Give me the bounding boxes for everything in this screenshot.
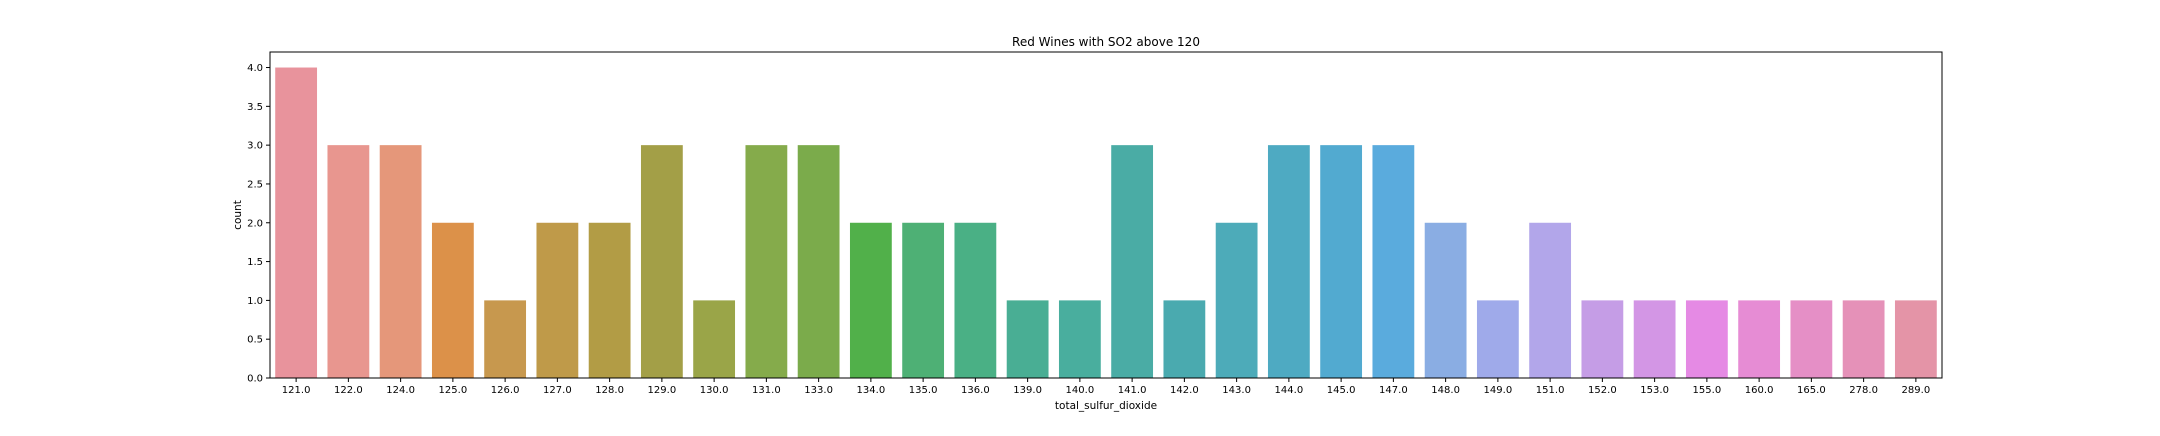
y-tick-label: 1.5 — [247, 257, 263, 268]
x-tick-label: 148.0 — [1431, 385, 1460, 396]
bar-128.0 — [588, 222, 631, 378]
bar-165.0 — [1790, 300, 1833, 378]
y-tick-label: 2.5 — [247, 179, 263, 190]
y-axis-label: count — [232, 200, 244, 230]
bar-129.0 — [640, 145, 683, 378]
x-tick-label: 135.0 — [909, 385, 938, 396]
bar-155.0 — [1685, 300, 1728, 378]
bar-147.0 — [1372, 145, 1415, 378]
y-axis-ticks: 0.0 0.5 1.0 1.5 2.0 2.5 3.0 3.5 4.0 — [247, 63, 270, 385]
bar-127.0 — [536, 222, 579, 378]
x-tick-label: 127.0 — [543, 385, 572, 396]
x-tick-label: 121.0 — [282, 385, 311, 396]
bar-145.0 — [1320, 145, 1363, 378]
bar-160.0 — [1738, 300, 1781, 378]
bar-139.0 — [1006, 300, 1049, 378]
x-tick-label: 140.0 — [1066, 385, 1095, 396]
y-tick-label: 3.5 — [247, 102, 263, 113]
bar-122.0 — [327, 145, 370, 378]
y-tick-label: 3.0 — [247, 141, 263, 152]
x-tick-label: 131.0 — [752, 385, 781, 396]
bar-144.0 — [1267, 145, 1310, 378]
x-axis-ticks: 121.0 122.0 124.0 125.0 126.0 127.0 128.0 129.0… — [282, 378, 1930, 396]
x-tick-label: 165.0 — [1797, 385, 1826, 396]
bar-134.0 — [849, 222, 892, 378]
plot-frame — [269, 51, 1943, 379]
bar-278.0 — [1842, 300, 1885, 378]
bar-151.0 — [1529, 222, 1572, 378]
x-tick-label: 155.0 — [1693, 385, 1722, 396]
x-tick-label: 142.0 — [1170, 385, 1199, 396]
bar-121.0 — [275, 67, 318, 379]
x-tick-label: 134.0 — [857, 385, 886, 396]
x-tick-label: 145.0 — [1327, 385, 1356, 396]
bar-130.0 — [693, 300, 736, 378]
x-tick-label: 278.0 — [1849, 385, 1878, 396]
x-tick-label: 125.0 — [439, 385, 468, 396]
bar-141.0 — [1111, 145, 1154, 378]
x-tick-label: 129.0 — [648, 385, 677, 396]
y-tick-label: 1.0 — [247, 296, 263, 307]
bar-131.0 — [745, 145, 788, 378]
bar-133.0 — [797, 145, 840, 378]
y-tick-label: 2.0 — [247, 218, 263, 229]
x-tick-label: 124.0 — [386, 385, 415, 396]
x-tick-label: 152.0 — [1588, 385, 1617, 396]
bars-group — [275, 67, 1937, 379]
x-tick-label: 122.0 — [334, 385, 363, 396]
bar-135.0 — [902, 222, 945, 378]
y-tick-label: 0.5 — [247, 335, 263, 346]
x-tick-label: 149.0 — [1484, 385, 1513, 396]
bar-136.0 — [954, 222, 997, 378]
x-tick-label: 126.0 — [491, 385, 520, 396]
y-tick-label: 4.0 — [247, 63, 263, 74]
x-axis-label: total_sulfur_dioxide — [1055, 400, 1157, 412]
x-tick-label: 133.0 — [804, 385, 833, 396]
bar-289.0 — [1894, 300, 1937, 378]
x-tick-label: 289.0 — [1902, 385, 1931, 396]
bar-125.0 — [431, 222, 474, 378]
x-tick-label: 128.0 — [595, 385, 624, 396]
x-tick-label: 130.0 — [700, 385, 729, 396]
x-tick-label: 141.0 — [1118, 385, 1147, 396]
bar-153.0 — [1633, 300, 1676, 378]
x-tick-label: 153.0 — [1640, 385, 1669, 396]
bar-140.0 — [1058, 300, 1101, 378]
x-tick-label: 143.0 — [1222, 385, 1251, 396]
x-tick-label: 151.0 — [1536, 385, 1565, 396]
x-tick-label: 139.0 — [1013, 385, 1042, 396]
bar-124.0 — [379, 145, 422, 378]
bar-142.0 — [1163, 300, 1206, 378]
x-tick-label: 160.0 — [1745, 385, 1774, 396]
bar-126.0 — [484, 300, 527, 378]
x-tick-label: 136.0 — [961, 385, 990, 396]
chart-title: Red Wines with SO2 above 120 — [1012, 35, 1200, 49]
bar-152.0 — [1581, 300, 1624, 378]
x-tick-label: 147.0 — [1379, 385, 1408, 396]
bar-143.0 — [1215, 222, 1258, 378]
bar-149.0 — [1476, 300, 1519, 378]
x-tick-label: 144.0 — [1275, 385, 1304, 396]
y-tick-label: 0.0 — [247, 374, 263, 385]
bar-148.0 — [1424, 222, 1467, 378]
